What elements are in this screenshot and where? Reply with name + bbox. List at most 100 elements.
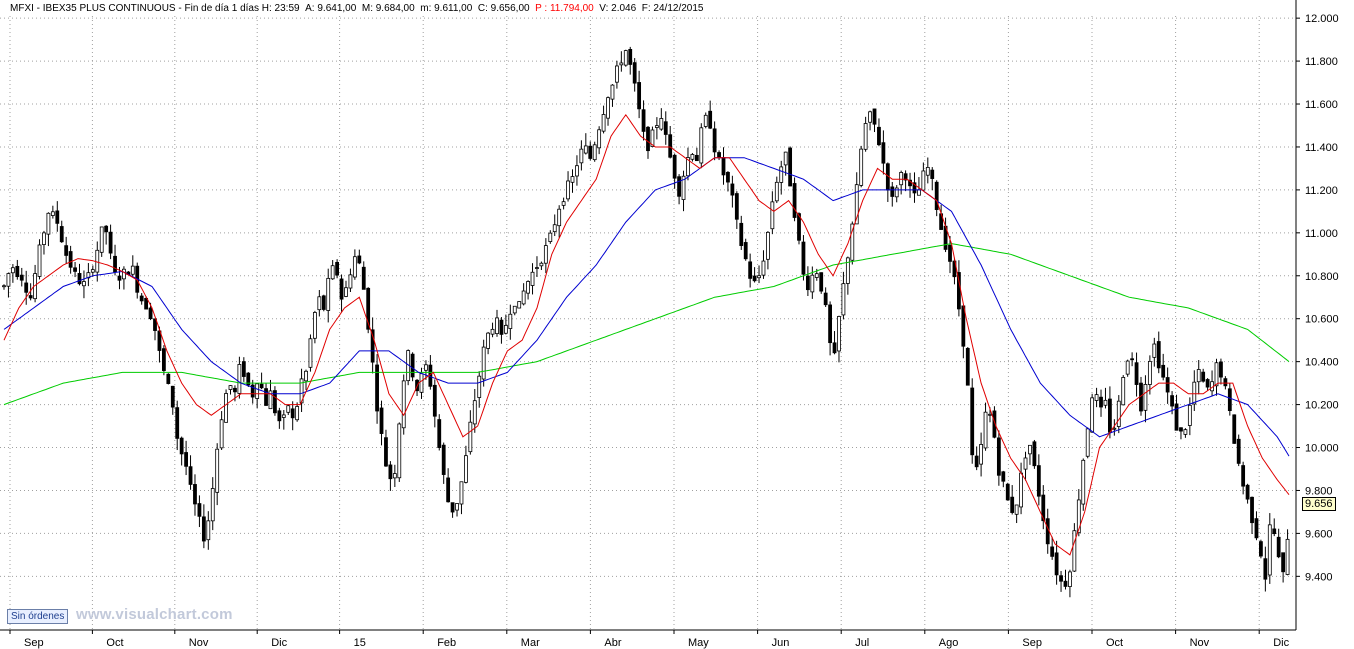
candle-body [610,84,615,100]
y-tick-label: 9.400 [1305,571,1333,583]
y-tick-label: 11.000 [1305,228,1338,240]
candle-body [1094,394,1099,401]
candle-body [894,187,899,198]
candle-body [437,419,442,448]
candle-body [1112,427,1117,430]
candle-body [459,481,464,505]
candle-body [668,134,673,158]
candle-body [845,257,850,284]
candle-body [82,281,86,287]
y-tick-label: 10.600 [1305,314,1339,326]
y-tick-label: 9.800 [1305,485,1333,497]
candle-body [10,267,15,274]
candle-body [295,406,300,421]
candle-body [339,278,344,300]
candle-body [503,325,508,334]
candle-body [446,477,451,503]
candle-body [206,520,211,541]
candle-body [273,390,277,414]
candle-body [148,307,153,320]
candle-body [15,265,20,278]
y-tick-label: 10.200 [1305,400,1339,412]
candle-body [743,242,748,260]
candle-body [734,193,739,220]
candle-body [170,385,175,408]
candle-body [1108,398,1112,433]
candle-body [1090,397,1095,433]
candle-body [1125,360,1130,375]
candle-body [979,444,984,465]
candle-body [1165,377,1170,393]
candle-body [464,455,468,483]
candle-body [2,285,6,288]
candle-body [570,176,575,183]
candle-body [28,295,33,299]
candle-body [814,273,819,278]
candle-body [619,62,624,66]
ma-short-line [3,113,1290,556]
candle-body [1276,536,1281,558]
candle-body [819,272,824,292]
candle-body [837,316,841,352]
candle-body [752,275,757,282]
candle-body [1023,457,1028,470]
candle-body [792,183,797,218]
candle-body [770,201,775,230]
candle-body [264,388,268,406]
candle-body [996,437,1001,476]
candle-body [832,342,837,354]
candle-body [1072,530,1077,572]
candle-body [646,126,650,152]
candle-body [952,260,957,278]
candle-body [1054,552,1059,576]
candle-body [739,222,744,246]
candle-body [472,400,477,425]
candle-body [410,353,415,378]
candle-body [1143,384,1148,411]
candle-body [37,244,42,277]
orders-status-badge[interactable]: Sin órdenes [7,609,69,624]
ma-long-line [3,243,1290,406]
candle-body [486,332,491,349]
candle-body [477,375,482,398]
candle-body [290,408,295,419]
candle-body [970,387,975,456]
candle-body [1103,399,1108,406]
candle-body [1116,400,1121,427]
candle-body [1059,575,1063,582]
candle-body [623,50,628,66]
candle-body [650,129,655,147]
candle-body [699,127,704,164]
candle-body [579,148,584,164]
candle-body [1032,441,1037,467]
candle-body [42,232,46,245]
candle-body [583,145,588,154]
y-tick-label: 11.800 [1305,56,1338,68]
candle-body [432,384,437,417]
candle-body [1254,518,1259,539]
candle-body [1241,465,1246,487]
last-price-label: 9.656 [1302,497,1336,511]
x-tick-label: Oct [106,637,123,649]
candle-body [1250,496,1254,524]
grid-lines [0,16,1296,630]
candle-body [681,175,686,200]
candle-body [317,296,322,311]
candle-body [606,97,610,119]
chart-header: MFXI - IBEX35 PLUS CONTINUOUS - Fin de d… [10,3,704,14]
candle-body [641,109,646,132]
candle-body [566,180,570,200]
candlestick-series [2,46,1290,598]
candle-body [90,269,95,273]
candle-body [1196,369,1201,383]
candle-body [1245,484,1250,500]
candle-body [1156,341,1161,369]
candle-body [841,283,846,316]
x-tick-label: Dic [1273,637,1289,649]
y-tick-label: 10.800 [1305,271,1339,283]
candle-body [228,385,233,390]
x-tick-label: Oct [1106,637,1123,649]
candle-body [59,226,64,243]
